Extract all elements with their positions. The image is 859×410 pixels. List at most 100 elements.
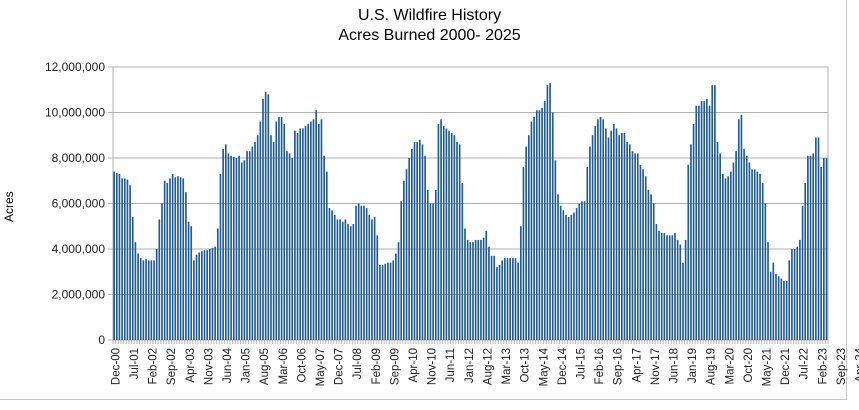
bar <box>373 217 376 340</box>
bar <box>251 146 254 341</box>
y-tick-label: 4,000,000 <box>52 242 106 256</box>
bar <box>745 155 748 340</box>
chart-subtitle: Acres Burned 2000- 2025 <box>338 27 521 44</box>
bars <box>113 82 828 341</box>
bar <box>360 205 363 340</box>
bar <box>783 280 785 340</box>
bar <box>777 276 780 340</box>
bar <box>791 249 793 340</box>
bar <box>597 119 599 340</box>
bar <box>570 214 573 341</box>
chart-title: U.S. Wildfire History <box>357 7 502 24</box>
bar <box>235 158 238 340</box>
bar <box>171 173 174 340</box>
bar <box>371 219 373 340</box>
bar <box>442 126 445 341</box>
bar <box>663 233 666 340</box>
bar <box>270 135 272 340</box>
bar <box>203 250 206 340</box>
bar <box>525 146 527 341</box>
bar <box>785 280 788 340</box>
bar <box>185 192 187 341</box>
bar <box>400 201 403 340</box>
bar <box>698 105 700 341</box>
x-tick-label: Sep-09 <box>389 348 401 385</box>
bar <box>150 260 153 341</box>
bar <box>474 239 477 340</box>
bar <box>368 214 371 341</box>
bar <box>799 239 801 340</box>
bar <box>347 223 349 340</box>
bar <box>735 151 737 340</box>
bar <box>801 205 804 340</box>
bar <box>137 253 139 340</box>
bar <box>288 153 291 340</box>
x-tick-label: Feb-02 <box>148 348 160 384</box>
bar <box>565 214 567 341</box>
bar <box>551 112 554 340</box>
x-tick-label: Nov-03 <box>203 348 215 385</box>
bar <box>732 162 735 340</box>
bar <box>134 242 137 340</box>
bar <box>408 158 411 340</box>
bar <box>480 239 482 340</box>
bar <box>169 178 171 340</box>
bar <box>727 176 729 340</box>
bar <box>615 128 618 340</box>
bar <box>445 128 448 340</box>
bar <box>796 246 799 340</box>
bar <box>684 239 687 340</box>
bar <box>607 137 610 340</box>
bar <box>626 142 628 340</box>
bar <box>493 255 496 340</box>
bar <box>533 117 535 340</box>
bar <box>722 173 724 340</box>
bar <box>142 260 145 341</box>
bar <box>177 176 179 340</box>
bar <box>621 132 623 340</box>
bar <box>355 205 357 340</box>
bar <box>527 135 530 340</box>
bar <box>671 235 674 340</box>
bar <box>248 151 251 340</box>
x-tick-label: Nov-17 <box>650 348 662 385</box>
bar <box>658 230 660 340</box>
bar <box>317 123 320 341</box>
bar <box>256 135 259 340</box>
bar <box>310 121 312 340</box>
bar <box>591 135 594 340</box>
bar <box>655 223 658 340</box>
bar <box>381 264 384 340</box>
bar <box>652 203 655 340</box>
bar <box>145 259 147 340</box>
bar <box>450 132 453 340</box>
bar <box>376 235 379 340</box>
bar <box>163 180 166 340</box>
bar <box>708 105 711 341</box>
bar <box>538 110 541 340</box>
bar <box>496 267 498 340</box>
bar <box>490 255 493 340</box>
bar <box>509 258 512 340</box>
x-tick-label: Jul-08 <box>352 348 364 379</box>
bar <box>129 185 131 340</box>
bar <box>636 153 639 340</box>
bar <box>714 85 716 340</box>
x-tick-label: May-07 <box>315 348 327 386</box>
bar <box>413 142 416 340</box>
bar <box>315 110 317 340</box>
bar <box>307 123 309 341</box>
bar <box>448 130 450 340</box>
bar <box>557 194 559 340</box>
bar <box>434 189 437 340</box>
bar <box>461 183 464 340</box>
bar <box>807 155 809 340</box>
bar <box>679 244 682 340</box>
bar <box>589 146 591 341</box>
y-tick-label: 10,000,000 <box>45 106 105 120</box>
bar <box>387 262 389 340</box>
bar <box>700 101 703 341</box>
bar <box>729 171 732 340</box>
bar <box>815 137 817 340</box>
x-tick-label: Apr-03 <box>185 348 197 383</box>
